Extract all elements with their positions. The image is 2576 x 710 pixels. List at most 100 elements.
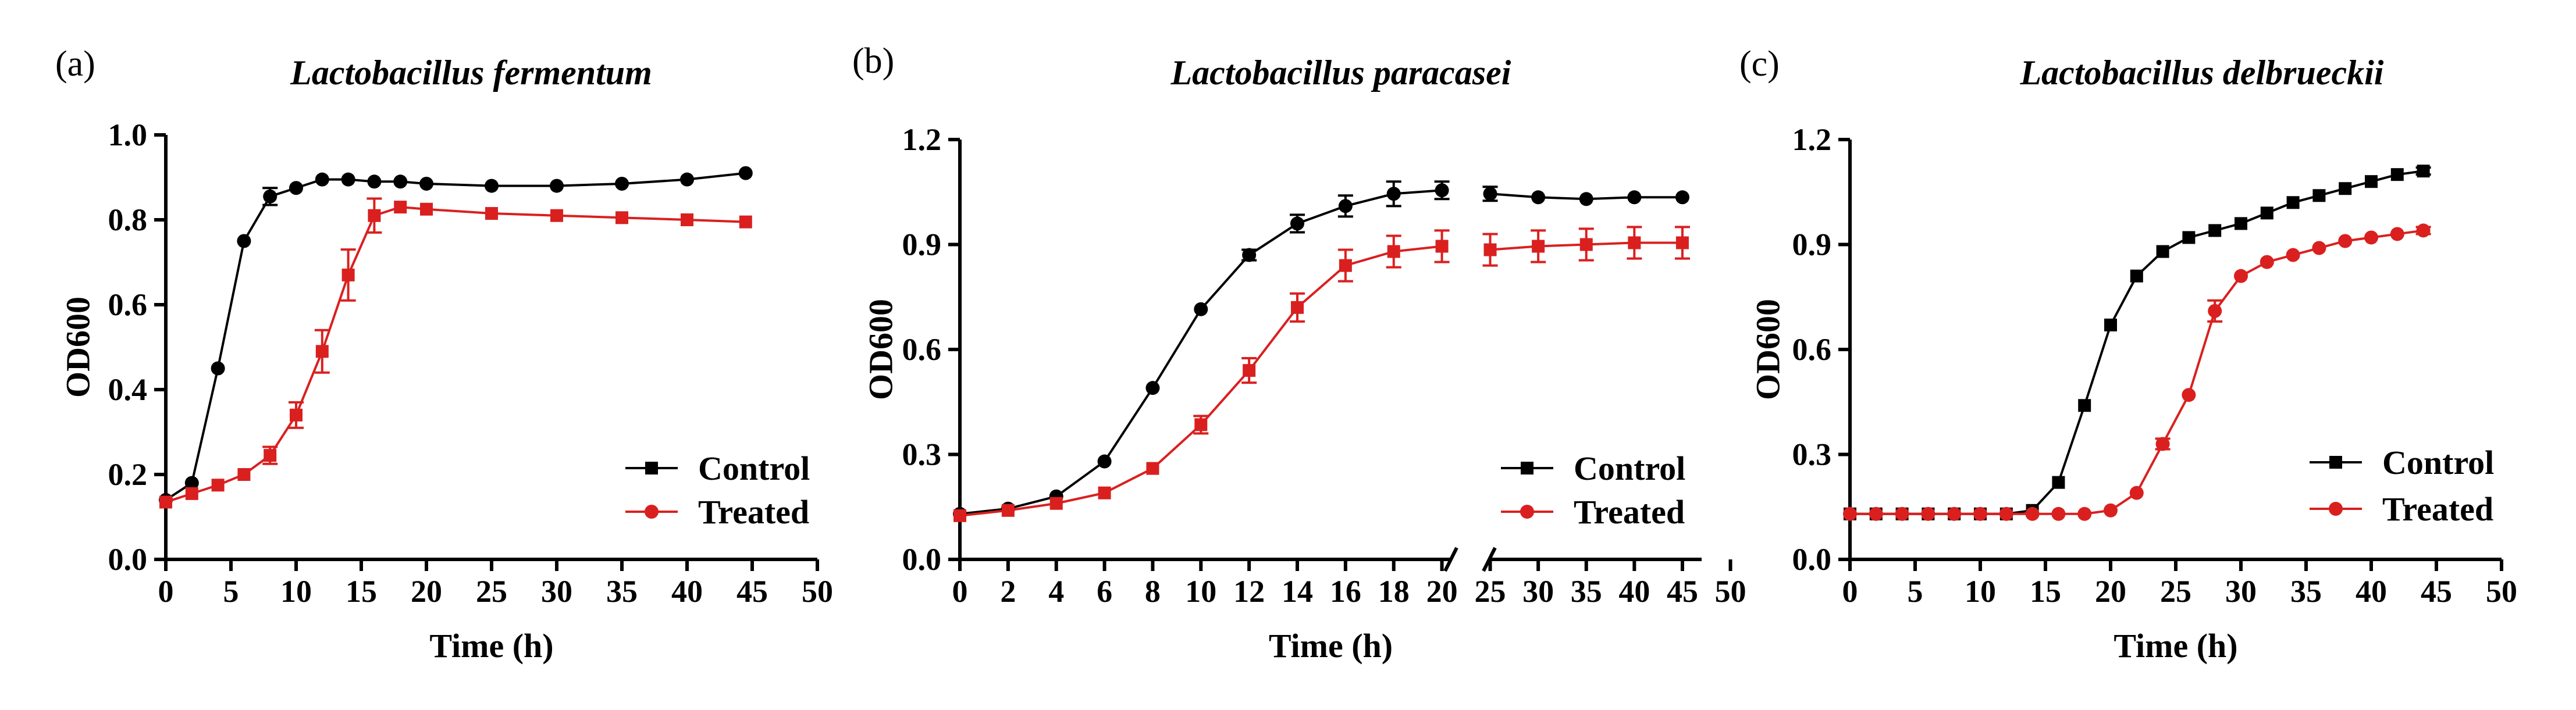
data-point: [159, 495, 172, 509]
legend: Control Treated: [2310, 444, 2494, 528]
data-point: [2417, 165, 2430, 178]
legend-label: Treated: [2382, 490, 2493, 528]
x-tick-label: 40: [1618, 574, 1650, 609]
data-point: [393, 174, 408, 189]
x-tick-label: 15: [2030, 574, 2061, 609]
x-tick-label: 20: [411, 574, 442, 609]
data-point: [2364, 230, 2378, 245]
series-line: [165, 172, 746, 501]
data-point: [1243, 364, 1256, 377]
data-point: [1387, 245, 1400, 258]
panel-label: (c): [1739, 44, 1780, 84]
y-axis-title: OD600: [1749, 299, 1787, 400]
data-point: [1999, 506, 2013, 521]
legend-label: Control: [2382, 444, 2494, 481]
data-point: [2234, 269, 2248, 283]
data-point: [1001, 504, 1015, 517]
data-point: [237, 468, 251, 481]
panel-label: (a): [55, 44, 95, 84]
x-tick-label: 5: [223, 574, 239, 609]
legend-label: Control: [1574, 449, 1685, 487]
data-point: [1532, 240, 1545, 253]
series-treated: [1843, 223, 2431, 521]
data-point: [1531, 190, 1546, 205]
legend-label: Treated: [698, 493, 809, 531]
data-point: [2312, 241, 2326, 255]
x-tick-label: 25: [476, 574, 507, 609]
data-point: [367, 174, 382, 189]
data-point: [1895, 506, 1909, 521]
x-tick-label: 30: [1522, 574, 1554, 609]
x-tick-label: 30: [541, 574, 572, 609]
data-point: [615, 176, 629, 191]
y-tick-label: 0.6: [108, 287, 148, 322]
x-tick-label: 10: [1185, 574, 1216, 609]
data-point: [264, 449, 277, 462]
y-tick-label: 1.2: [1792, 122, 1832, 157]
data-point: [2286, 248, 2300, 262]
data-point: [2208, 304, 2222, 318]
legend: Control Treated: [1501, 449, 1685, 531]
data-point: [2235, 217, 2247, 230]
data-point: [1290, 216, 1304, 231]
data-point: [1435, 240, 1449, 253]
panel-b: (b) Lactobacillus paracasei 0.0 0.3 0.6 0.9 1.…: [852, 41, 1746, 665]
x-tick-label: 16: [1330, 574, 1361, 609]
data-point: [953, 509, 966, 522]
x-tick-label: 2: [1000, 574, 1016, 609]
panel-c: (c) Lactobacillus delbrueckii 0.0 0.3 0.6 0.9…: [1739, 44, 2517, 665]
legend-marker: [2329, 502, 2343, 516]
y-tick-label: 0.0: [902, 542, 942, 577]
x-tick-label: 50: [1715, 574, 1746, 609]
data-point: [2104, 503, 2118, 518]
data-point: [1628, 236, 1641, 249]
data-point: [211, 479, 225, 492]
data-point: [2260, 255, 2274, 269]
x-tick-label: 45: [736, 574, 768, 609]
data-point: [368, 209, 381, 222]
y-tick-label: 1.0: [108, 117, 148, 152]
y-tick-label: 0.9: [1792, 227, 1832, 262]
data-point: [420, 202, 433, 216]
x-tick-label: 0: [158, 574, 174, 609]
data-point: [1291, 301, 1304, 314]
x-tick-label: 18: [1378, 574, 1410, 609]
x-tick-label: 15: [346, 574, 377, 609]
data-point: [2286, 196, 2300, 209]
data-point: [1675, 236, 1689, 249]
data-point: [2182, 388, 2196, 402]
data-point: [2390, 227, 2404, 241]
x-tick-label: 10: [1965, 574, 1996, 609]
axis-break-mark: [1443, 547, 1458, 572]
panel-label: (b): [852, 41, 894, 81]
y-tick-label: 0.9: [902, 227, 942, 262]
series-line: [165, 206, 746, 504]
data-point: [738, 166, 753, 180]
data-point: [1098, 486, 1111, 500]
data-point: [185, 487, 198, 500]
x-tick-label: 40: [2356, 574, 2387, 609]
data-point: [211, 361, 225, 376]
data-point: [1435, 183, 1449, 198]
series-treated: [953, 226, 1690, 522]
legend-marker: [1521, 462, 1533, 474]
x-tick-label: 14: [1282, 574, 1313, 609]
legend-marker: [645, 462, 658, 474]
series-treated: [159, 197, 752, 509]
legend-marker: [1520, 505, 1534, 519]
data-point: [1675, 190, 1689, 205]
y-tick-label: 1.2: [902, 122, 942, 157]
x-tick-label: 25: [2160, 574, 2191, 609]
data-point: [1579, 238, 1593, 251]
data-point: [1242, 248, 1257, 262]
data-point: [1339, 259, 1352, 272]
data-point: [394, 201, 407, 214]
y-tick-label: 0.6: [1792, 332, 1832, 367]
x-tick-label: 8: [1145, 574, 1161, 609]
data-point: [1146, 462, 1159, 475]
data-point: [1843, 506, 1857, 521]
data-point: [1483, 187, 1497, 201]
data-point: [263, 189, 277, 204]
y-axis-title: OD600: [59, 297, 97, 398]
x-tick-label: 0: [1842, 574, 1858, 609]
